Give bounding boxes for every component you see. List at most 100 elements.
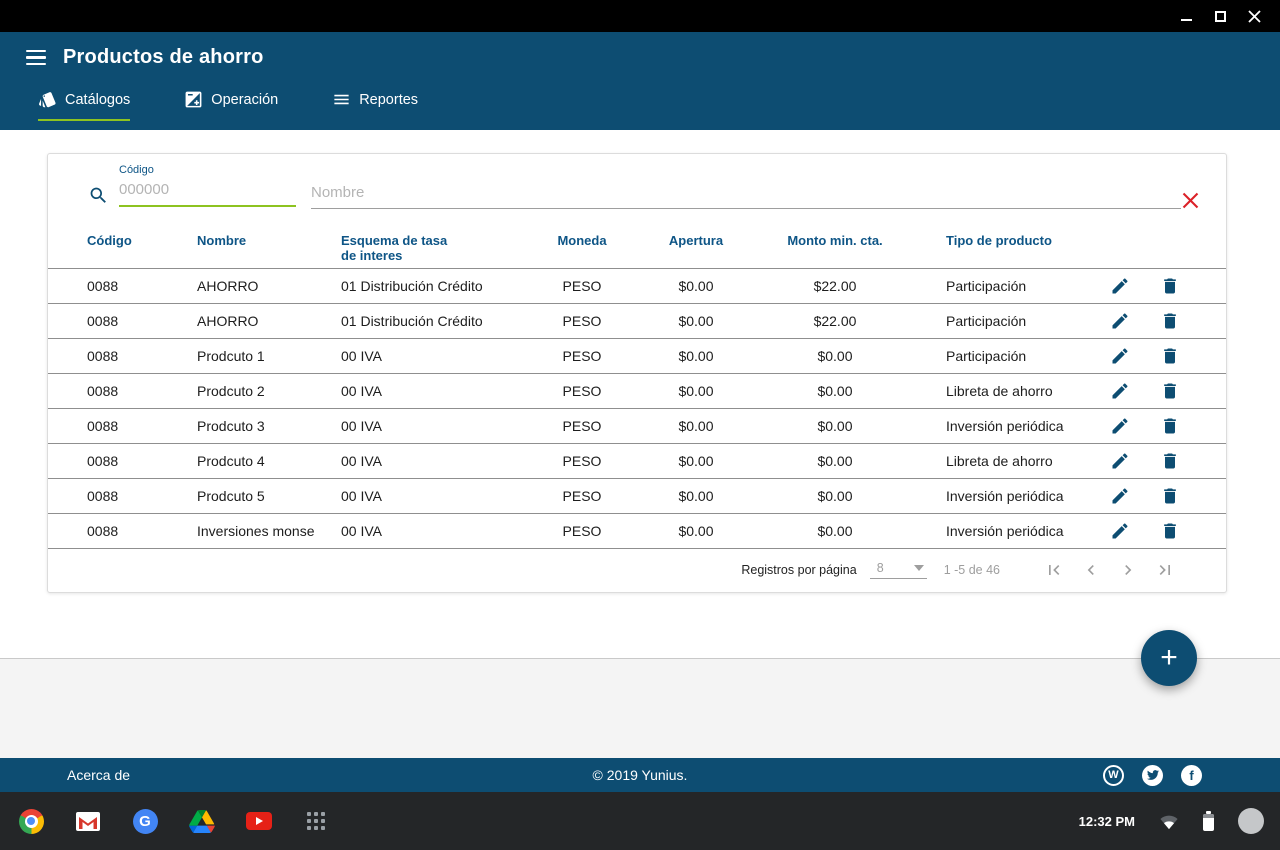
drive-icon[interactable] [189, 808, 215, 834]
cell-esquema: 01 Distribución Crédito [341, 313, 483, 329]
table-row: 0088 Prodcuto 3 00 IVA PESO $0.00 $0.00 … [48, 409, 1226, 444]
edit-button[interactable] [1108, 379, 1132, 403]
tab-catalogos[interactable]: Catálogos [38, 90, 131, 121]
header-apertura: Apertura [668, 233, 724, 248]
gmail-icon[interactable] [75, 808, 101, 834]
edit-button[interactable] [1108, 484, 1132, 508]
status-tray[interactable]: 12:32 PM [1079, 808, 1280, 834]
avatar[interactable] [1238, 808, 1264, 834]
codigo-input[interactable] [119, 179, 296, 207]
cell-actions [1088, 274, 1226, 298]
delete-button[interactable] [1158, 484, 1182, 508]
cell-codigo: 0088 [87, 348, 119, 364]
delete-button[interactable] [1158, 519, 1182, 543]
edit-icon [1112, 453, 1128, 469]
cell-nombre: Prodcuto 1 [197, 348, 265, 364]
cell-nombre: Prodcuto 4 [197, 453, 265, 469]
close-button[interactable] [1247, 9, 1261, 23]
header-esquema-line1: Esquema de tasa [341, 233, 448, 248]
delete-button[interactable] [1158, 449, 1182, 473]
cell-nombre: AHORRO [197, 313, 259, 329]
add-product-fab[interactable]: + [1141, 630, 1197, 686]
delete-icon [1164, 523, 1176, 539]
cell-nombre: AHORRO [197, 278, 259, 294]
next-page-button[interactable] [1118, 560, 1138, 580]
header-monto: Monto min. cta. [787, 233, 883, 248]
maximize-button[interactable] [1213, 9, 1227, 23]
page-size-value: 8 [876, 561, 884, 575]
delete-icon [1164, 418, 1176, 434]
first-page-icon [1049, 565, 1060, 575]
nombre-input[interactable] [311, 182, 1181, 209]
cell-nombre: Prodcuto 3 [197, 418, 265, 434]
page-title: Productos de ahorro [63, 46, 264, 68]
cell-nombre: Prodcuto 5 [197, 488, 265, 504]
google-glyph: G [139, 812, 151, 830]
delete-button[interactable] [1158, 414, 1182, 438]
delete-button[interactable] [1158, 379, 1182, 403]
tab-operacion[interactable]: Operación [184, 90, 278, 121]
pagination-nav [1044, 560, 1175, 580]
tab-label: Reportes [359, 91, 419, 108]
cell-tipo: Libreta de ahorro [946, 383, 1053, 399]
chevron-right-icon [1125, 565, 1132, 575]
chevron-down-icon [913, 565, 924, 571]
battery-icon [1203, 811, 1214, 831]
cell-apertura: $0.00 [678, 313, 714, 329]
edit-button[interactable] [1108, 449, 1132, 473]
minimize-button[interactable] [1179, 9, 1193, 23]
delete-button[interactable] [1158, 309, 1182, 333]
codigo-field-group: Código [119, 164, 296, 207]
cell-actions [1088, 344, 1226, 368]
cell-moneda: PESO [562, 313, 602, 329]
taskbar-apps: G [18, 808, 329, 834]
table-row: 0088 Prodcuto 2 00 IVA PESO $0.00 $0.00 … [48, 374, 1226, 409]
delete-button[interactable] [1158, 274, 1182, 298]
edit-button[interactable] [1108, 344, 1132, 368]
chrome-icon[interactable] [18, 808, 44, 834]
products-card: Código Código Nombre Esquema de tasa de … [47, 153, 1227, 593]
tab-label: Operación [211, 91, 279, 108]
page-size-label: Registros por página [741, 563, 857, 577]
cell-actions [1088, 484, 1226, 508]
edit-button[interactable] [1108, 309, 1132, 333]
tab-reportes[interactable]: Reportes [332, 90, 418, 121]
google-icon[interactable]: G [132, 808, 158, 834]
cell-apertura: $0.00 [678, 348, 714, 364]
edit-icon [1112, 383, 1128, 399]
last-page-button[interactable] [1155, 560, 1175, 580]
close-icon [1247, 9, 1261, 23]
edit-button[interactable] [1108, 274, 1132, 298]
delete-icon [1164, 313, 1176, 329]
wifi-icon [1160, 815, 1178, 830]
edit-button[interactable] [1108, 414, 1132, 438]
cell-tipo: Inversión periódica [946, 418, 1064, 434]
last-page-icon [1159, 565, 1170, 575]
page-size-select[interactable]: 8 [869, 561, 927, 579]
cell-apertura: $0.00 [678, 453, 714, 469]
clear-search-button[interactable] [1179, 191, 1201, 213]
cell-apertura: $0.00 [678, 278, 714, 294]
about-link[interactable]: Acerca de [67, 767, 131, 783]
window-titlebar [0, 0, 1280, 32]
tab-bar: Catálogos Operación Reportes [38, 90, 472, 121]
header-esquema: Esquema de tasa de interes [341, 233, 528, 268]
twitter-icon[interactable] [1142, 764, 1163, 786]
cell-actions [1088, 309, 1226, 333]
table-header-row: Código Nombre Esquema de tasa de interes… [48, 223, 1226, 269]
first-page-button[interactable] [1044, 560, 1064, 580]
youtube-icon[interactable] [246, 808, 272, 834]
edit-button[interactable] [1108, 519, 1132, 543]
cell-monto: $0.00 [817, 523, 853, 539]
apps-grid-icon[interactable] [303, 808, 329, 834]
edit-icon [1112, 313, 1128, 329]
pagination-bar: Registros por página 8 1 -5 de 46 [48, 548, 1226, 592]
facebook-icon[interactable]: f [1181, 764, 1202, 786]
cell-esquema: 01 Distribución Crédito [341, 278, 483, 294]
prev-page-button[interactable] [1081, 560, 1101, 580]
cell-moneda: PESO [562, 488, 602, 504]
delete-button[interactable] [1158, 344, 1182, 368]
menu-icon[interactable] [26, 49, 46, 66]
wordpress-icon[interactable]: W [1103, 764, 1124, 786]
